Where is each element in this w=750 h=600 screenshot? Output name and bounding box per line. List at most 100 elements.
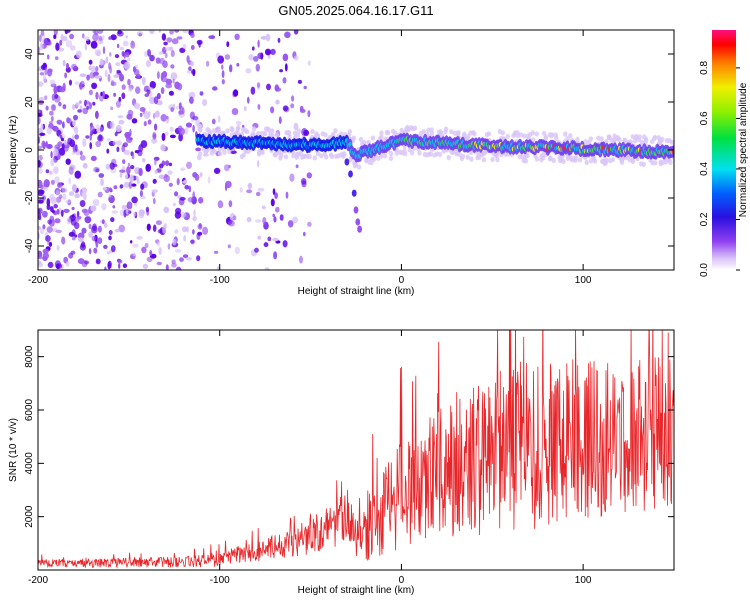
spectrogram-noise-cell [57, 182, 62, 188]
spectrogram-noise-cell [149, 81, 156, 89]
spectrogram-noise-cell [192, 229, 195, 235]
spectrogram-noise-cell [245, 68, 252, 74]
spectrogram-noise-cell [58, 101, 62, 107]
spectrogram-halo-cell [426, 127, 431, 133]
spectrogram-halo-cell [279, 152, 284, 158]
spectrogram-halo-cell [632, 138, 638, 144]
spectrogram-noise-cell [95, 124, 100, 130]
spectrogram-noise-cell [263, 242, 269, 248]
spectrogram-noise-cell [69, 139, 76, 148]
spectrogram-noise-cell [46, 127, 52, 135]
spectrogram-halo-cell [211, 148, 216, 154]
spectrogram-noise-cell [128, 181, 133, 189]
spectrogram-noise-cell [154, 169, 158, 174]
spectrogram-halo-cell [265, 126, 270, 132]
colorbar-tick-label: 0.4 [699, 162, 710, 176]
spectrogram-noise-cell [97, 191, 103, 198]
spectrogram-noise-cell [99, 126, 103, 132]
spectrogram-halo-cell [653, 160, 658, 166]
spectrogram-noise-cell [144, 50, 148, 58]
spectrogram-noise-cell [98, 35, 103, 42]
spectrogram-noise-cell [115, 100, 121, 108]
spectrogram-noise-cell [92, 101, 96, 106]
spectrogram-halo-cell [575, 136, 580, 142]
spectrogram-halo-cell [486, 131, 492, 137]
spectrogram-noise-cell [38, 109, 43, 116]
spectrogram-noise-cell [116, 43, 120, 49]
spectrogram-noise-cell [144, 93, 149, 97]
spectrogram-noise-cell [166, 37, 173, 43]
spectrogram-noise-cell [290, 103, 295, 109]
spectrogram-noise-cell [232, 215, 237, 221]
spectrogram-noise-cell [54, 56, 59, 61]
spectrogram-noise-cell [46, 204, 51, 211]
spectrogram-halo-cell [274, 132, 280, 138]
spectrogram-noise-cell [182, 44, 187, 50]
x-tick-label: -200 [28, 275, 48, 286]
spectrogram-noise-cell [247, 96, 250, 104]
spectrogram-noise-cell [88, 89, 93, 96]
spectrogram-noise-cell [91, 225, 98, 234]
spectrogram-noise-cell [38, 260, 42, 265]
spectrogram-noise-cell [40, 30, 45, 36]
spectrogram-noise-cell [169, 30, 174, 35]
spectrogram-noise-cell [102, 186, 107, 191]
spectrogram-noise-cell [224, 183, 228, 191]
spectrogram-noise-cell [79, 200, 86, 207]
spectrogram-noise-cell [188, 91, 196, 99]
spectrogram-noise-cell [49, 79, 56, 85]
spectrogram-noise-cell [56, 244, 60, 251]
spectrogram-noise-cell [88, 65, 92, 71]
spectrogram-noise-cell [53, 30, 58, 36]
spectrogram-halo-cell [669, 139, 674, 145]
spectrogram-noise-cell [111, 245, 116, 253]
spectrogram-noise-cell [54, 218, 61, 224]
spectrogram-noise-cell [90, 205, 97, 212]
spectrogram-halo-cell [352, 163, 358, 169]
spectrogram-noise-cell [42, 74, 47, 83]
spectrogram-noise-cell [301, 180, 307, 188]
spectrogram-noise-cell [285, 191, 289, 199]
spectrogram-noise-cell [168, 90, 174, 96]
spectrogram-noise-cell [75, 102, 80, 106]
spectrogram-noise-cell [266, 83, 271, 91]
spectrogram-noise-cell [217, 115, 221, 123]
spectrogram-noise-cell [136, 178, 140, 185]
spectrogram-noise-cell [152, 224, 157, 232]
spectrogram-noise-cell [307, 221, 312, 227]
spectrogram-noise-cell [97, 30, 104, 34]
spectrogram-noise-cell [170, 72, 178, 80]
spectrogram-noise-cell [158, 247, 162, 255]
spectrogram-noise-cell [190, 61, 194, 67]
spectrogram-noise-cell [108, 194, 112, 198]
spectrogram-noise-cell [291, 95, 295, 102]
spectrogram-noise-cell [103, 222, 108, 229]
spectrogram-noise-cell [38, 250, 43, 258]
spectrogram-noise-cell [106, 138, 112, 143]
spectrogram-halo-cell [315, 133, 321, 139]
spectrogram-halo-cell [241, 152, 246, 158]
spectrogram-noise-cell [68, 166, 74, 175]
spectrogram-halo-cell [481, 157, 487, 163]
colorbar-axis: 0.0 0.2 0.4 0.6 0.8 [699, 61, 740, 277]
spectrogram-noise-cell [287, 220, 294, 228]
spectrogram-noise-cell [257, 39, 260, 48]
spectrogram-halo-cell [543, 136, 548, 142]
spectrogram-noise-cell [205, 60, 210, 67]
spectrogram-noise-cell [135, 64, 138, 69]
spectrogram-noise-cell [292, 216, 299, 224]
spectrogram-noise-cell [192, 215, 197, 222]
spectrogram-halo-cell [295, 132, 300, 138]
spectrogram-noise-cell [65, 30, 71, 33]
spectrogram-halo-cell [652, 134, 658, 140]
spectrogram-noise-cell [265, 33, 271, 42]
spectrogram-noise-cell [152, 178, 157, 184]
spectrogram-noise-cell [107, 261, 111, 270]
spectrogram-noise-cell [278, 116, 282, 124]
spectrogram-noise-cell [116, 146, 120, 153]
spectrogram-halo-cell [622, 137, 627, 143]
spectrogram-noise-cell [199, 91, 204, 96]
spectrogram-noise-cell [69, 33, 75, 40]
spectrogram-noise-cell [171, 259, 176, 265]
